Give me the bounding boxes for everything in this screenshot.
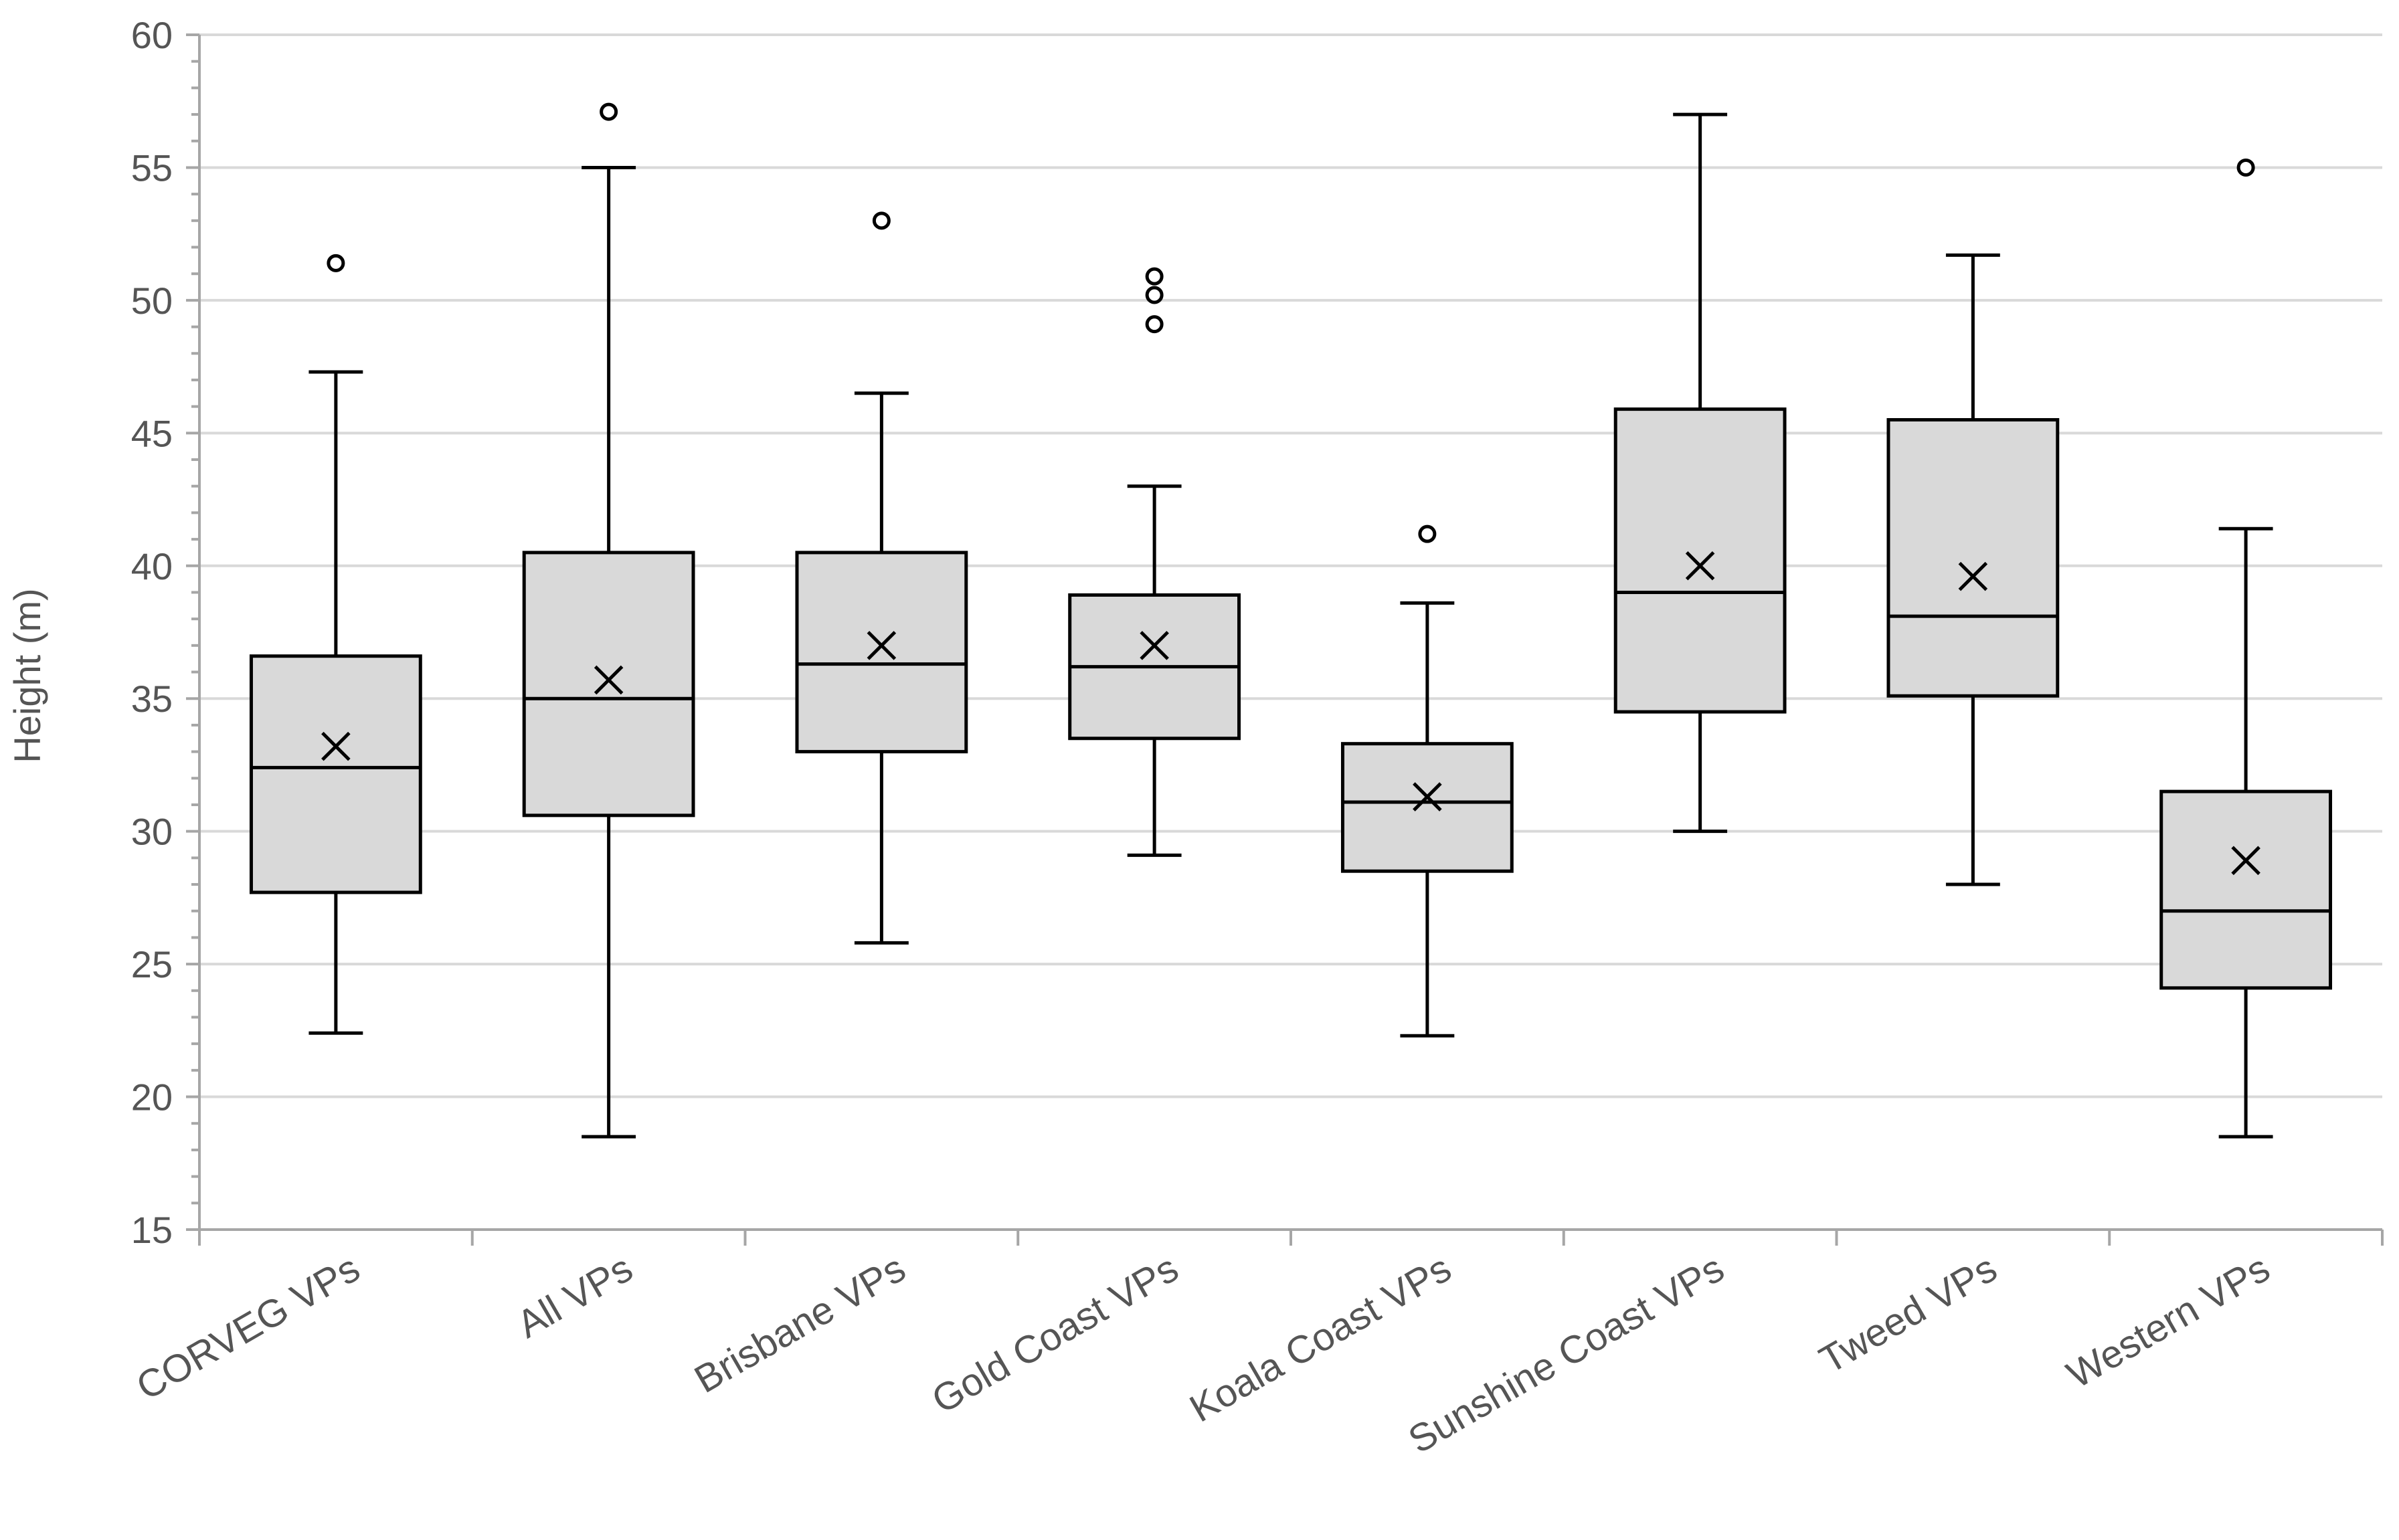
mean-marker bbox=[594, 665, 624, 695]
y-tick-label: 50 bbox=[131, 280, 173, 322]
mean-marker bbox=[1958, 561, 1988, 591]
boxes bbox=[249, 102, 2333, 1139]
box-iqr bbox=[522, 551, 695, 817]
outlier-point bbox=[1145, 315, 1164, 334]
outlier-point bbox=[600, 102, 618, 121]
box-sunshine-coast-vps bbox=[1613, 112, 1787, 834]
outlier-point bbox=[2236, 158, 2255, 177]
y-tick-label: 60 bbox=[131, 14, 173, 56]
box-brisbane-vps bbox=[795, 211, 968, 945]
y-axis-title: Height (m) bbox=[6, 588, 48, 763]
x-category-label: All VPs bbox=[510, 1246, 640, 1347]
x-category-label: Gold Coast VPs bbox=[925, 1246, 1186, 1422]
mean-marker bbox=[867, 631, 897, 660]
outlier-point bbox=[872, 211, 891, 230]
outlier-point bbox=[1145, 286, 1164, 304]
outlier-point bbox=[1145, 267, 1164, 286]
axes bbox=[186, 33, 2384, 1246]
mean-marker bbox=[1413, 782, 1442, 811]
box-iqr bbox=[1340, 742, 1514, 873]
box-iqr bbox=[249, 654, 422, 894]
mean-marker bbox=[321, 731, 351, 761]
outlier-point bbox=[1418, 524, 1437, 543]
box-gold-coast-vps bbox=[1068, 267, 1241, 857]
box-iqr bbox=[795, 551, 968, 754]
y-tick-labels: 15 20 25 30 35 40 45 50 55 60 bbox=[131, 14, 173, 1251]
box-koala-coast-vps bbox=[1340, 524, 1514, 1038]
x-category-label: Western VPs bbox=[2060, 1246, 2277, 1397]
box-all-vps bbox=[522, 102, 695, 1139]
y-tick-label: 30 bbox=[131, 811, 173, 853]
y-tick-label: 55 bbox=[131, 147, 173, 189]
y-tick-label: 25 bbox=[131, 943, 173, 985]
y-tick-label: 20 bbox=[131, 1076, 173, 1119]
mean-marker bbox=[1685, 551, 1715, 581]
x-category-label: Brisbane VPs bbox=[687, 1246, 913, 1402]
outlier-point bbox=[327, 254, 345, 272]
x-category-label: Koala Coast VPs bbox=[1182, 1246, 1458, 1431]
y-tick-label: 15 bbox=[131, 1209, 173, 1251]
x-category-labels: CORVEG VPs All VPs Brisbane VPs Gold Coast … bbox=[129, 1246, 2277, 1462]
mean-marker bbox=[2231, 846, 2260, 876]
x-category-label: Tweed VPs bbox=[1812, 1246, 2004, 1382]
box-iqr bbox=[2159, 789, 2333, 990]
mean-marker bbox=[1140, 631, 1169, 660]
box-tweed-vps bbox=[1886, 253, 2060, 886]
y-tick-label: 45 bbox=[131, 412, 173, 454]
box-western-vps bbox=[2159, 158, 2333, 1139]
box-iqr bbox=[1886, 417, 2060, 698]
x-category-label: CORVEG VPs bbox=[129, 1246, 367, 1409]
y-tick-label: 40 bbox=[131, 545, 173, 587]
box-iqr bbox=[1613, 407, 1787, 714]
y-tick-label: 35 bbox=[131, 678, 173, 720]
box-corveg-vps bbox=[249, 254, 422, 1035]
